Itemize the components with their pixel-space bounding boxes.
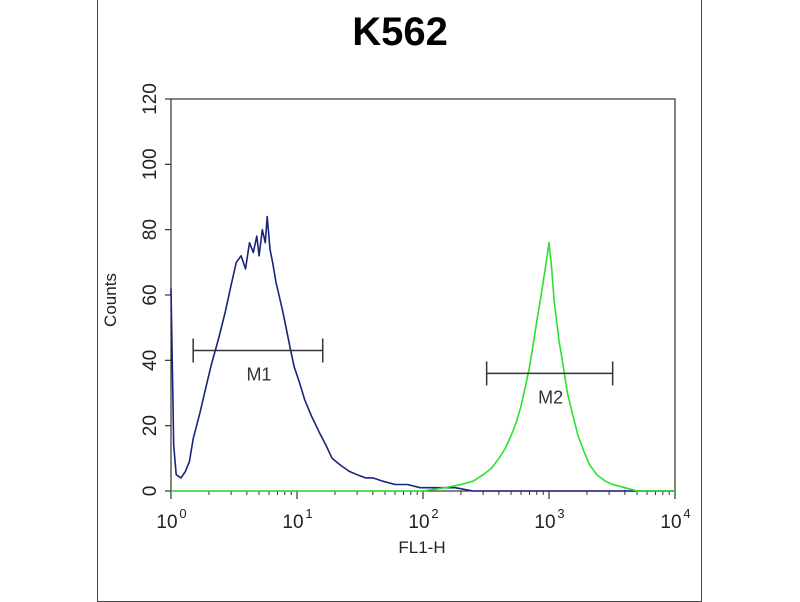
y-tick-label: 40 (140, 350, 161, 371)
x-tick-label: 10 (660, 512, 681, 533)
x-tick-label: 10 (156, 512, 177, 533)
x-tick-label: 10 (534, 512, 555, 533)
x-tick-exponent: 2 (431, 506, 438, 521)
y-tick-label: 0 (140, 486, 161, 497)
series-line-1 (170, 215, 675, 492)
y-tick-label: 60 (140, 284, 161, 305)
marker-layer: M1 M2 (192, 338, 614, 407)
plot-area (170, 98, 676, 492)
x-tick-exponent: 4 (683, 506, 690, 521)
y-axis: 0 20 40 60 80 100 120 (140, 83, 171, 496)
x-tick-label: 10 (282, 512, 303, 533)
marker-label: M1 (246, 365, 271, 385)
chart-title: K562 (352, 10, 448, 54)
y-axis-label: Counts (101, 273, 120, 327)
x-tick-exponent: 0 (179, 506, 186, 521)
series-line-2 (171, 241, 675, 492)
x-axis: 10 0 10 1 10 2 10 3 10 4 (156, 491, 691, 533)
x-axis-label: FL1-H (398, 538, 445, 557)
marker-label: M2 (538, 387, 563, 407)
series-layer (170, 215, 675, 492)
y-tick-label: 100 (140, 148, 161, 180)
x-tick-exponent: 3 (557, 506, 564, 521)
y-tick-label: 120 (140, 83, 161, 115)
y-tick-label: 20 (140, 415, 161, 436)
x-tick-label: 10 (408, 512, 429, 533)
x-tick-exponent: 1 (305, 506, 312, 521)
y-tick-label: 80 (140, 219, 161, 240)
